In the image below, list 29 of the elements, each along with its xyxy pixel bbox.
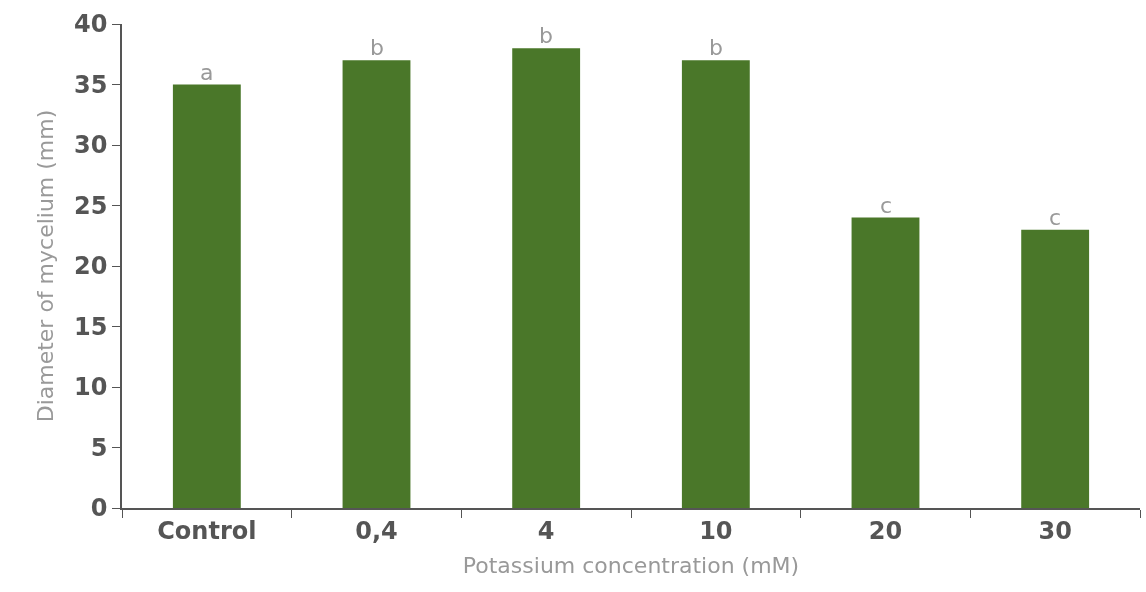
y-tick-label: 20	[74, 252, 108, 281]
bar	[512, 48, 581, 508]
annotation: b	[709, 35, 723, 60]
bar	[342, 60, 411, 508]
annotation: b	[370, 35, 384, 60]
x-tick-label: 10	[699, 516, 733, 545]
x-tick-label: 4	[537, 516, 555, 545]
y-tick-label: 40	[74, 10, 108, 39]
y-tick-label: 30	[74, 131, 108, 160]
y-tick-label: 0	[90, 494, 108, 523]
x-tick-label: 30	[1038, 516, 1072, 545]
y-tick-label: 5	[90, 433, 108, 462]
y-axis-title: Diameter of mycelium (mm)	[33, 109, 59, 423]
bar	[1021, 229, 1090, 508]
bar	[172, 84, 241, 508]
x-tick-label: 0,4	[355, 516, 398, 545]
x-tick-label: 20	[868, 516, 903, 545]
annotation: a	[200, 60, 214, 85]
annotation: b	[539, 23, 553, 48]
annotation: c	[1049, 205, 1062, 230]
y-tick-label: 35	[74, 70, 108, 99]
bar	[681, 60, 750, 508]
y-tick-label: 15	[74, 312, 108, 341]
annotation: c	[880, 193, 893, 218]
bar	[851, 217, 920, 508]
x-axis-title: Potassium concentration (mM)	[462, 552, 800, 578]
x-tick-label: Control	[157, 516, 257, 545]
y-tick-label: 10	[74, 373, 108, 402]
y-tick-label: 25	[74, 191, 108, 220]
